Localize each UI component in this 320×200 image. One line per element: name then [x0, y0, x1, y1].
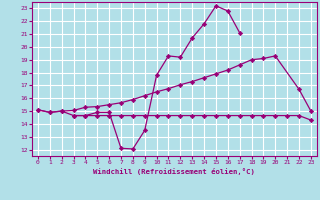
X-axis label: Windchill (Refroidissement éolien,°C): Windchill (Refroidissement éolien,°C): [93, 168, 255, 175]
